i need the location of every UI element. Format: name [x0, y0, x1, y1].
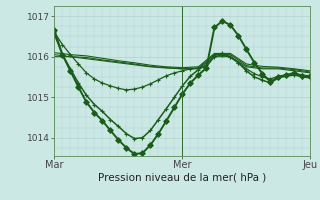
X-axis label: Pression niveau de la mer( hPa ): Pression niveau de la mer( hPa ) — [98, 173, 267, 183]
